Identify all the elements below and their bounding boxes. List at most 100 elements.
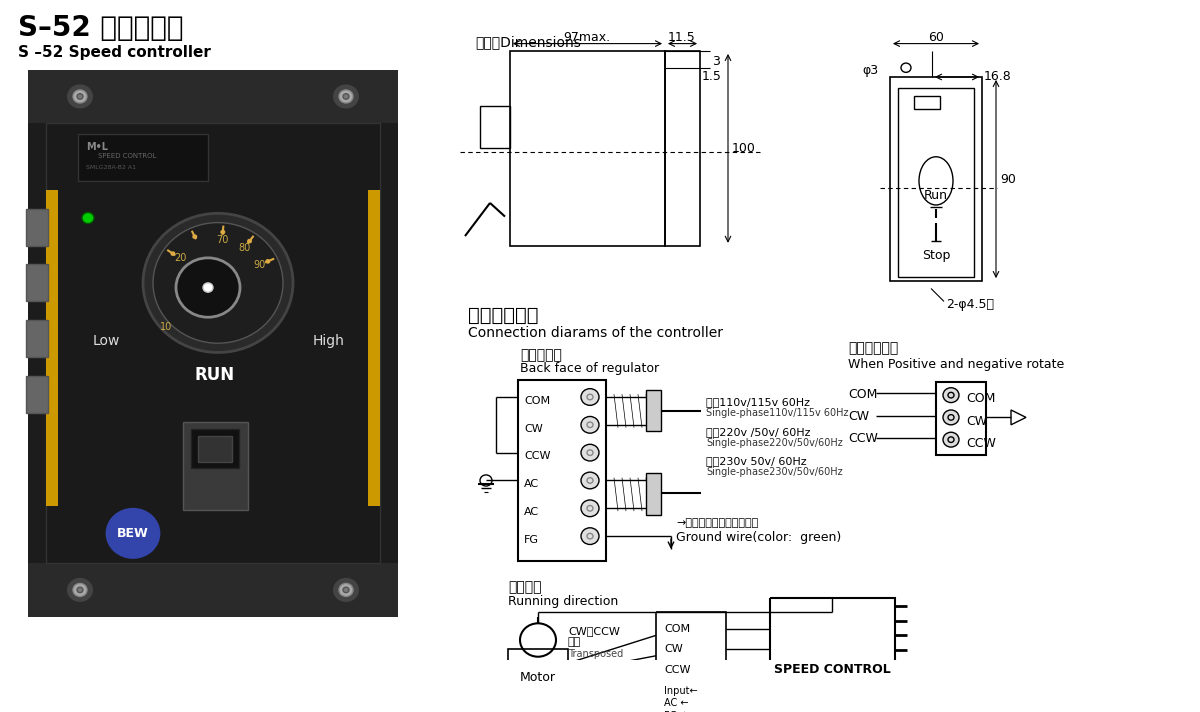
Text: 調整器背面: 調整器背面	[520, 348, 562, 362]
Text: COM: COM	[524, 396, 550, 406]
Text: When Positive and negative rotate: When Positive and negative rotate	[848, 358, 1064, 371]
Text: High: High	[313, 334, 344, 348]
Circle shape	[221, 230, 226, 234]
Text: SPEED CONTROL: SPEED CONTROL	[98, 153, 156, 159]
Circle shape	[143, 214, 293, 352]
Text: 3: 3	[712, 55, 720, 68]
Bar	[890, 77, 982, 281]
Text: CW: CW	[966, 414, 988, 428]
Bar	[28, 70, 398, 617]
Text: 正反轉操作時: 正反轉操作時	[848, 341, 899, 355]
Text: CW: CW	[848, 410, 869, 423]
Circle shape	[943, 432, 959, 447]
Text: Running direction: Running direction	[508, 595, 618, 607]
Text: Stop: Stop	[922, 248, 950, 261]
Text: 90: 90	[253, 260, 266, 270]
Bar	[656, 612, 726, 712]
Text: Back face of regulator: Back face of regulator	[520, 362, 659, 375]
Text: 70: 70	[216, 236, 228, 246]
Text: SPEED CONTROL: SPEED CONTROL	[774, 663, 890, 676]
Bar	[665, 51, 700, 246]
Polygon shape	[1010, 410, 1026, 425]
Circle shape	[82, 212, 94, 224]
Text: 97max.: 97max.	[564, 31, 611, 43]
Text: 20: 20	[174, 253, 186, 263]
Bar	[898, 88, 974, 278]
Circle shape	[581, 389, 599, 405]
Text: 16.8: 16.8	[984, 70, 1012, 83]
Bar	[646, 473, 661, 515]
Text: 10: 10	[160, 323, 172, 333]
Text: Single-phase220v/50v/60Hz: Single-phase220v/50v/60Hz	[706, 438, 842, 448]
Bar	[191, 429, 239, 468]
Bar	[26, 376, 48, 413]
Text: 運轉方向: 運轉方向	[508, 580, 541, 594]
Text: CW: CW	[664, 644, 683, 654]
Text: →接地線（接地用導：綠）: →接地線（接地用導：綠）	[676, 518, 758, 528]
Circle shape	[334, 578, 359, 602]
Bar	[518, 380, 606, 561]
Text: CCW: CCW	[664, 665, 690, 675]
Text: S –52 Speed controller: S –52 Speed controller	[18, 45, 211, 60]
Circle shape	[154, 223, 283, 343]
Text: Transposed: Transposed	[568, 649, 623, 659]
Circle shape	[192, 234, 197, 239]
Circle shape	[247, 239, 252, 244]
Text: 2-φ4.5孔: 2-φ4.5孔	[946, 298, 994, 310]
Text: AC: AC	[524, 479, 539, 489]
Text: 控制器接線圖: 控制器接線圖	[468, 306, 539, 325]
Bar	[28, 563, 398, 617]
Circle shape	[77, 94, 83, 99]
Text: Run: Run	[924, 189, 948, 202]
Text: AC: AC	[524, 507, 539, 517]
Bar	[508, 649, 568, 691]
Bar	[198, 436, 232, 462]
Text: Motor: Motor	[520, 671, 556, 684]
Text: FG: FG	[524, 535, 539, 545]
Text: Input←: Input←	[664, 686, 697, 696]
Circle shape	[73, 90, 88, 103]
Text: CCW: CCW	[848, 432, 878, 445]
Text: S–52 速度控制器: S–52 速度控制器	[18, 14, 184, 42]
Circle shape	[176, 258, 240, 318]
Bar	[770, 598, 895, 712]
Circle shape	[581, 417, 599, 433]
Text: CW: CW	[524, 424, 542, 434]
Bar	[26, 264, 48, 301]
Circle shape	[581, 528, 599, 545]
Text: SMLG28A-B2 A1: SMLG28A-B2 A1	[86, 165, 136, 170]
Circle shape	[73, 583, 88, 597]
Circle shape	[943, 410, 959, 425]
Bar	[26, 320, 48, 357]
Circle shape	[77, 587, 83, 592]
Circle shape	[340, 583, 353, 597]
Text: 對換: 對換	[568, 637, 581, 647]
Bar	[26, 209, 48, 246]
Text: 1.5: 1.5	[702, 70, 722, 83]
Text: 11.5: 11.5	[668, 31, 696, 43]
Bar	[480, 105, 510, 148]
Text: 單相230v 50v/ 60Hz: 單相230v 50v/ 60Hz	[706, 456, 806, 466]
Text: CCW: CCW	[524, 451, 551, 461]
Circle shape	[67, 85, 94, 108]
Bar	[28, 70, 398, 123]
Text: COM: COM	[664, 624, 690, 634]
Text: Single-phase110v/115v 60Hz: Single-phase110v/115v 60Hz	[706, 408, 848, 418]
Circle shape	[943, 388, 959, 402]
Text: Low: Low	[94, 334, 120, 348]
Bar	[46, 123, 380, 563]
Text: φ3: φ3	[862, 64, 878, 77]
Bar	[368, 190, 380, 506]
Text: 60: 60	[928, 31, 944, 43]
Text: Connection diarams of the controller: Connection diarams of the controller	[468, 327, 722, 340]
Text: Single-phase230v/50v/60Hz: Single-phase230v/50v/60Hz	[706, 468, 842, 478]
Circle shape	[170, 251, 175, 256]
Circle shape	[581, 500, 599, 517]
Text: COM: COM	[966, 392, 995, 405]
Bar	[78, 135, 208, 181]
Text: 單相220v /50v/ 60Hz: 單相220v /50v/ 60Hz	[706, 426, 810, 436]
Text: 尺寸圖Dimensions: 尺寸圖Dimensions	[475, 36, 581, 49]
Text: CCW: CCW	[966, 437, 996, 450]
Text: CW、CCW: CW、CCW	[568, 626, 620, 636]
Circle shape	[343, 587, 349, 592]
